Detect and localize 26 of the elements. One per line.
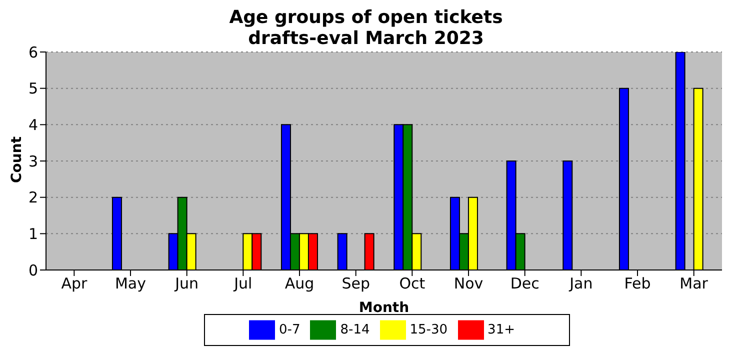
x-tick-label: Feb	[624, 274, 651, 293]
x-tick-label: Jan	[568, 274, 593, 293]
x-tick-label: Apr	[61, 274, 88, 293]
x-tick-label: Oct	[399, 274, 426, 293]
x-axis-title: Month	[358, 300, 410, 316]
legend-label: 15-30	[410, 322, 448, 338]
y-tick-label: 5	[28, 80, 38, 98]
y-tick-label: 2	[28, 188, 38, 207]
x-tick-label: Sep	[342, 274, 370, 293]
legend-label: 8-14	[340, 322, 370, 338]
y-tick-label: 6	[28, 43, 38, 62]
y-tick-label: 3	[28, 152, 38, 170]
x-tick-label: Jul	[233, 274, 252, 293]
x-tick-label: May	[114, 274, 146, 293]
y-tick-label: 0	[28, 261, 38, 280]
x-tick-label: Aug	[284, 274, 314, 293]
y-tick-label: 1	[28, 224, 38, 243]
legend-label: 0-7	[279, 322, 300, 338]
y-tick-label: 4	[28, 116, 38, 134]
chart-title: Age groups of open tickets drafts-eval March 2023	[228, 7, 504, 49]
x-tick-label: Dec	[510, 274, 540, 293]
legend-label: 31+	[488, 322, 515, 338]
y-axis-title: Count	[8, 136, 25, 183]
x-tick-label: Nov	[454, 274, 484, 293]
x-tick-label: Jun	[174, 274, 199, 293]
x-tick-label: Mar	[680, 274, 709, 293]
